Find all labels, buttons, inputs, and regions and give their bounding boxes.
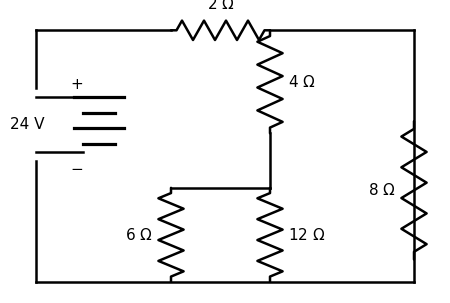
Text: +: + (70, 77, 83, 92)
Text: 12 $\Omega$: 12 $\Omega$ (288, 227, 325, 243)
Text: −: − (70, 162, 83, 177)
Text: 8 $\Omega$: 8 $\Omega$ (368, 182, 396, 198)
Text: 4 $\Omega$: 4 $\Omega$ (288, 74, 316, 90)
Text: 6 $\Omega$: 6 $\Omega$ (125, 227, 153, 243)
Text: 24 V: 24 V (10, 117, 45, 132)
Text: 2 $\Omega$: 2 $\Omega$ (207, 0, 234, 12)
